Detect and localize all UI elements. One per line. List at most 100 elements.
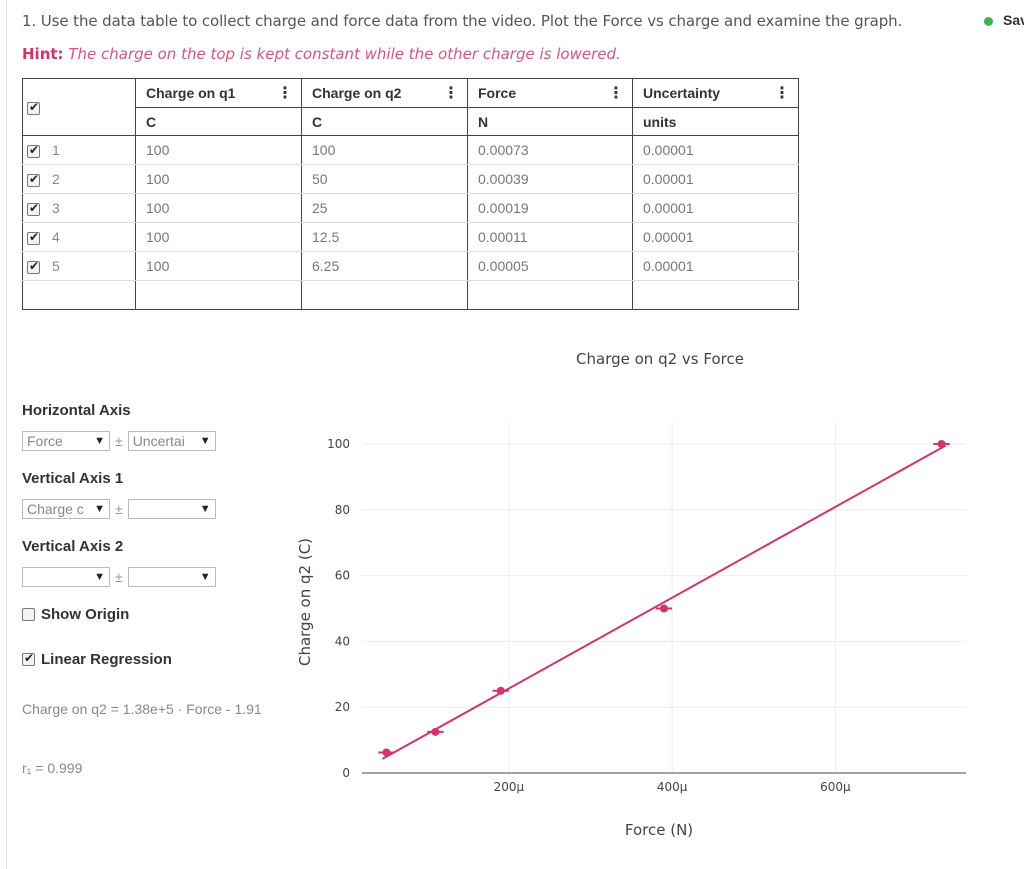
row-select-cell: 2 [22,164,136,194]
table-cell[interactable]: 100 [301,135,468,165]
dropdown-arrow-icon: ▼ [199,503,211,515]
chart-title: Charge on q2 vs Force [576,350,744,368]
column-header-force: Force ⋮ [467,78,633,108]
table-cell[interactable]: 0.00001 [632,222,799,252]
plus-minus-label: ± [115,569,123,585]
table-cell[interactable] [467,280,633,310]
select-all-checkbox[interactable] [27,100,40,115]
data-point [660,604,668,613]
table-row: 4 100 12.5 0.00011 0.00001 [22,222,799,252]
horizontal-axis-select[interactable]: Force ▼ [22,431,110,451]
dropdown-arrow-icon: ▼ [199,571,211,583]
table-cell[interactable]: 0.00039 [467,164,633,194]
column-name: Charge on q2 [312,85,402,101]
table-cell[interactable] [22,280,136,310]
linear-regression-checkbox[interactable] [22,651,35,666]
data-point [937,440,946,448]
empty-row [22,280,799,310]
table-cell[interactable]: 0.00011 [467,222,633,252]
y-tick-label: 40 [335,634,350,648]
horizontal-axis-label: Horizontal Axis [22,402,131,419]
x-tick-label: 200μ [494,780,525,794]
table-cell[interactable] [135,280,302,310]
unit-cell[interactable]: N [467,107,633,136]
vertical-axis-1-select[interactable]: Charge c ▼ [22,499,110,519]
vertical-axis-1-value: Charge c [27,501,84,517]
dropdown-arrow-icon: ▼ [94,435,105,447]
question-text: 1. Use the data table to collect charge … [22,12,903,30]
vertical-uncertainty-1-select[interactable]: ▼ [127,499,216,519]
row-checkbox[interactable] [27,201,40,216]
row-index: 4 [52,229,60,245]
y-tick-label: 80 [335,503,350,517]
save-status: Sav [984,12,1024,28]
table-cell[interactable]: 0.00001 [632,135,799,165]
row-checkbox[interactable] [27,259,40,274]
data-table: Charge on q1 ⋮ Charge on q2 ⋮ Force ⋮ Uncer… [22,78,799,310]
show-origin-option[interactable]: Show Origin [22,606,129,623]
horizontal-uncertainty-select[interactable]: Uncertai ▼ [127,431,216,451]
hint: Hint: The charge on the top is kept cons… [22,45,621,63]
plot-data [378,440,950,760]
vertical-uncertainty-2-select[interactable]: ▼ [127,567,216,587]
y-tick-label: 20 [335,700,350,714]
row-checkbox[interactable] [27,230,40,245]
column-menu-icon[interactable]: ⋮ [774,85,790,102]
horizontal-axis-controls: Force ▼ ± Uncertai ▼ [22,431,216,451]
column-menu-icon[interactable]: ⋮ [443,85,459,102]
regression-equation: Charge on q2 = 1.38e+5 · Force - 1.91 [22,701,262,717]
x-tick-label: 400μ [657,780,688,794]
show-origin-label: Show Origin [41,606,130,623]
column-header-q1: Charge on q1 ⋮ [135,78,302,108]
table-cell[interactable]: 25 [301,193,468,223]
vertical-axis-2-select[interactable]: ▼ [22,567,110,587]
vertical-axis-1-controls: Charge c ▼ ± ▼ [22,499,216,519]
table-cell[interactable]: 6.25 [301,251,468,281]
correlation-value: r₁ = 0.999 [22,760,83,776]
row-select-cell: 5 [22,251,136,281]
row-index: 2 [52,171,60,187]
y-tick-label: 0 [342,766,350,780]
column-menu-icon[interactable]: ⋮ [277,85,293,102]
table-cell[interactable]: 0.00001 [632,164,799,194]
y-tick-label: 60 [335,569,350,583]
table-row: 2 100 50 0.00039 0.00001 [22,164,799,194]
table-cell[interactable]: 0.00001 [632,193,799,223]
select-all-cell [22,78,136,136]
data-point [431,727,440,736]
column-name: Force [478,85,517,101]
row-index: 5 [52,258,60,274]
horizontal-uncertainty-value: Uncertai [132,433,185,449]
y-tick-label: 100 [327,437,350,451]
vertical-axis-2-label: Vertical Axis 2 [22,538,124,555]
dropdown-arrow-icon: ▼ [94,503,105,515]
column-menu-icon[interactable]: ⋮ [608,85,624,102]
column-header-q2: Charge on q2 ⋮ [301,78,468,108]
dropdown-arrow-icon: ▼ [94,571,105,583]
row-checkbox[interactable] [27,172,40,187]
plus-minus-label: ± [115,433,123,449]
data-point [382,748,391,757]
hint-label: Hint: [22,45,64,63]
plus-minus-label: ± [115,501,123,517]
row-index: 3 [52,200,60,216]
row-select-cell: 3 [22,193,136,223]
table-cell[interactable] [632,280,799,310]
y-axis-title: Charge on q2 (C) [296,538,314,666]
status-dot-icon [984,16,993,26]
table-cell[interactable] [301,280,468,310]
table-cell[interactable]: 100 [135,222,302,252]
linear-regression-option[interactable]: Linear Regression [22,651,172,668]
column-name: Uncertainty [643,85,721,101]
regression-line [381,444,947,760]
column-name: Charge on q1 [146,85,236,101]
hint-text: The charge on the top is kept constant w… [68,45,621,63]
x-tick-label: 600μ [820,780,851,794]
data-point [496,686,505,695]
vertical-axis-1-label: Vertical Axis 1 [22,470,124,487]
show-origin-checkbox[interactable] [22,608,35,621]
unit-cell[interactable]: C [301,107,468,136]
row-checkbox[interactable] [27,143,40,158]
table-cell[interactable]: 0.00019 [467,193,633,223]
horizontal-axis-value: Force [27,433,63,449]
